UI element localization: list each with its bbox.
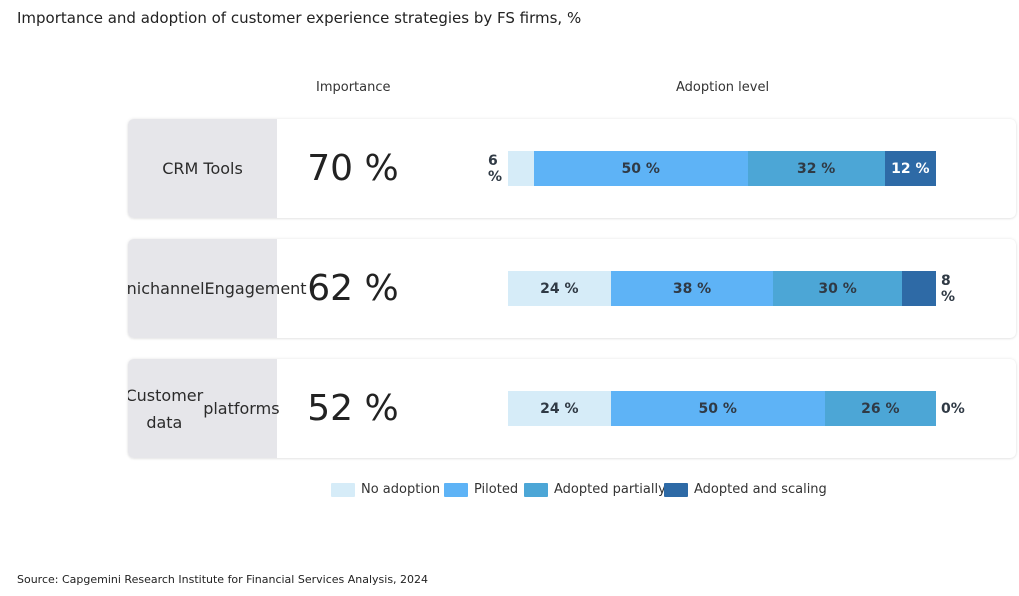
legend-swatch (444, 482, 468, 497)
bar-segment-piloted: 38 % (610, 271, 774, 306)
legend-label: Piloted (474, 482, 519, 497)
importance-value: 52 % (307, 388, 399, 429)
bar-segment-adopted-partially: 30 % (773, 271, 902, 306)
importance-value: 70 % (307, 148, 399, 189)
legend-item: Adopted partially (524, 482, 666, 497)
bar-segment-adopted-scaling: 12 % (884, 151, 936, 186)
legend-swatch (331, 482, 355, 497)
data-label: 0% (941, 400, 965, 417)
adoption-bar: 6 % 50 % 32 % 12 % (488, 151, 936, 186)
bar-segment-piloted: 50 % (533, 151, 748, 186)
data-label: 8 % (941, 272, 956, 305)
legend-label: No adoption (361, 482, 441, 497)
chart-title: Importance and adoption of customer expe… (17, 9, 582, 27)
legend: No adoption Piloted Adopted partially Adopt… (0, 482, 1019, 498)
bar-segment-piloted: 50 % (610, 391, 825, 426)
category-row: Customer data platforms 52 % 24 % 50 % 26 % 0% (128, 359, 1016, 458)
legend-label: Adopted and scaling (694, 482, 827, 497)
adoption-bar: 24 % 38 % 30 % 8 % (508, 271, 955, 306)
adoption-header: Adoption level (676, 80, 770, 95)
importance-value: 62 % (307, 268, 399, 309)
bar-segment-adopted-scaling (901, 271, 936, 306)
data-label: 6 % (487, 152, 502, 185)
category-row: CRM Tools 70 % 6 % 50 % 32 % 12 % (128, 119, 1016, 218)
legend-swatch (664, 482, 688, 497)
legend-item: Adopted and scaling (664, 482, 827, 497)
legend-item: Piloted (444, 482, 518, 497)
legend-item: No adoption (331, 482, 440, 497)
bar-segment-no-adoption: 24 % (508, 271, 611, 306)
legend-swatch (524, 482, 548, 497)
category-label: Customer data platforms (128, 359, 280, 458)
importance-header: Importance (316, 80, 391, 95)
bar-segment-no-adoption (508, 151, 534, 186)
bar-segment-adopted-partially: 26 % (824, 391, 936, 426)
legend-label: Adopted partially (554, 482, 666, 497)
category-label: CRM Tools (128, 119, 277, 218)
adoption-bar: 24 % 50 % 26 % 0% (508, 391, 965, 426)
bar-segment-adopted-partially: 32 % (747, 151, 885, 186)
category-label: OmnichannelEngagement (128, 239, 307, 338)
category-row: OmnichannelEngagement62 % 24 %38 %30 % 8 % (128, 239, 1016, 338)
bar-segment-no-adoption: 24 % (508, 391, 611, 426)
source-note: Source: Capgemini Research Institute for… (17, 573, 429, 586)
